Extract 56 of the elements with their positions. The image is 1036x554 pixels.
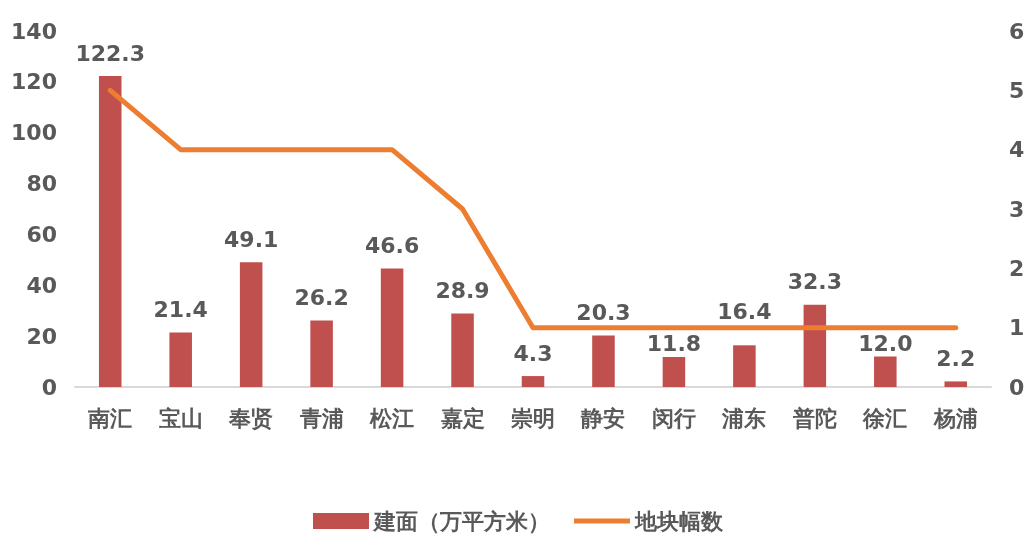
- bar: [874, 356, 897, 387]
- y-tick-label: 80: [26, 171, 57, 197]
- bar: [592, 335, 615, 387]
- y-tick-label: 100: [11, 120, 57, 146]
- x-tick-label: 杨浦: [932, 405, 978, 431]
- bar: [98, 76, 122, 387]
- data-label: 20.3: [576, 299, 631, 325]
- bar: [380, 268, 404, 387]
- y-tick-label: 40: [26, 272, 57, 298]
- bar: [733, 345, 756, 387]
- data-label: 46.6: [364, 233, 420, 258]
- x-tick-label: 浦东: [721, 405, 767, 431]
- x-tick-label: 松江: [369, 405, 415, 431]
- bar: [944, 381, 968, 387]
- x-tick-label: 徐汇: [862, 405, 908, 431]
- y2-tick-label: 6: [1009, 18, 1025, 44]
- x-tick-label: 南汇: [87, 405, 133, 431]
- y-tick-label: 0: [41, 374, 57, 400]
- x-tick-label: 普陀: [791, 405, 837, 431]
- data-label: 12.0: [858, 330, 913, 356]
- x-tick-label: 宝山: [158, 405, 203, 431]
- y2-tick-label: 3: [1009, 196, 1025, 222]
- bar: [521, 376, 545, 387]
- y-tick-label: 120: [11, 69, 57, 95]
- x-tick-label: 闵行: [651, 405, 696, 431]
- bar: [239, 262, 263, 387]
- y2-tick-label: 0: [1009, 374, 1025, 400]
- data-label: 16.4: [717, 299, 772, 325]
- data-label: 28.9: [435, 278, 490, 304]
- x-tick-label: 静安: [580, 405, 626, 431]
- bar: [803, 304, 827, 387]
- legend-label: 建面（万平方米）: [372, 508, 550, 534]
- y2-tick-label: 5: [1009, 77, 1025, 103]
- y2-tick-label: 1: [1009, 315, 1025, 341]
- data-label: 21.4: [153, 297, 208, 323]
- data-label: 32.3: [787, 269, 842, 295]
- y-tick-label: 20: [26, 323, 57, 349]
- x-tick-label: 嘉定: [440, 405, 485, 431]
- data-label: 2.2: [936, 345, 976, 371]
- legend-label: 地块幅数: [634, 508, 724, 534]
- y-tick-label: 60: [26, 221, 57, 247]
- y2-tick-label: 4: [1009, 137, 1025, 163]
- data-label: 49.1: [224, 226, 279, 252]
- data-label: 11.8: [646, 331, 702, 357]
- y-tick-label: 140: [11, 18, 57, 44]
- x-tick-label: 崇明: [510, 405, 555, 431]
- bar: [451, 313, 474, 387]
- data-label: 122.3: [75, 40, 146, 66]
- bar: [169, 332, 192, 387]
- x-tick-label: 青浦: [298, 405, 344, 431]
- data-label: 4.3: [513, 340, 553, 366]
- x-tick-label: 奉贤: [228, 405, 274, 431]
- y2-tick-label: 2: [1009, 255, 1025, 281]
- bar: [662, 356, 686, 387]
- data-label: 26.2: [294, 284, 349, 310]
- bar: [310, 320, 333, 387]
